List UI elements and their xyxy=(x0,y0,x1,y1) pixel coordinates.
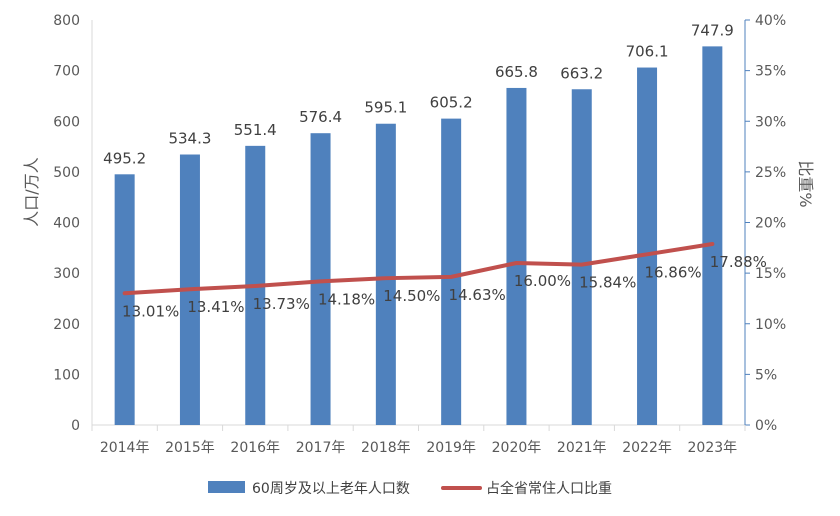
right-tick-label: 35% xyxy=(755,64,786,80)
bar xyxy=(702,46,723,426)
bar-value-label: 747.9 xyxy=(691,21,734,39)
line-value-label: 15.84% xyxy=(579,274,636,292)
right-tick-label: 10% xyxy=(755,317,786,333)
bar xyxy=(506,87,527,425)
left-tick-label: 400 xyxy=(53,216,80,232)
labels-group: 495.2 534.3 551.4 576.4 595.1 605.2 665.8 663.2… xyxy=(103,21,767,320)
right-tick-label: 15% xyxy=(755,266,786,282)
plot-area: 0 100 200 300 400 500 600 700 800 0% 5% 10% 15% 20% 25… xyxy=(53,13,786,456)
line-value-label: 16.86% xyxy=(644,263,701,281)
x-tick-label: 2020年 xyxy=(492,440,542,456)
x-tick-label: 2014年 xyxy=(100,440,150,456)
bar-value-label: 534.3 xyxy=(168,130,211,148)
bar xyxy=(375,123,396,425)
bar xyxy=(571,89,592,425)
bar xyxy=(637,67,658,426)
bar-value-label: 706.1 xyxy=(626,43,669,61)
bar-value-label: 495.2 xyxy=(103,149,146,167)
left-tick-label: 0 xyxy=(71,418,80,434)
right-tick-label: 30% xyxy=(755,114,786,130)
line-value-label: 14.18% xyxy=(318,290,375,308)
bar xyxy=(441,118,462,426)
x-tick-label: 2022年 xyxy=(622,440,672,456)
x-tick-label: 2017年 xyxy=(296,440,346,456)
left-tick-label: 600 xyxy=(53,114,80,130)
bar-value-label: 605.2 xyxy=(430,94,473,112)
line-value-label: 13.01% xyxy=(122,302,179,320)
left-tick-label: 500 xyxy=(53,165,80,181)
right-tick-label: 0% xyxy=(755,418,777,434)
line-value-label: 13.41% xyxy=(187,298,244,316)
x-tick-label: 2018年 xyxy=(361,440,411,456)
bar xyxy=(114,174,135,425)
left-tick-label: 100 xyxy=(53,367,80,383)
right-tick-label: 25% xyxy=(755,165,786,181)
bar-value-label: 663.2 xyxy=(560,64,603,82)
line-value-label: 16.00% xyxy=(514,272,571,290)
line-series-path xyxy=(122,241,715,296)
left-tick-label: 200 xyxy=(53,317,80,333)
bar-value-label: 576.4 xyxy=(299,108,342,126)
legend-line-label: 占全省常住人口比重 xyxy=(486,480,612,497)
line-value-label: 14.63% xyxy=(449,286,506,304)
legend-bar-swatch xyxy=(208,481,245,493)
bar-value-label: 551.4 xyxy=(234,121,277,139)
bar xyxy=(310,133,331,425)
legend: 60周岁及以上老年人口数 占全省常住人口比重 xyxy=(208,480,612,497)
line-group xyxy=(122,241,715,296)
left-tick-label: 800 xyxy=(53,13,80,29)
bar-value-label: 665.8 xyxy=(495,63,538,81)
right-axis-title: 比重% xyxy=(796,160,815,207)
x-tick-label: 2023年 xyxy=(688,440,738,456)
left-axis-title: 人口/万人 xyxy=(22,157,41,226)
right-tick-label: 5% xyxy=(755,367,777,383)
x-tick-label: 2015年 xyxy=(165,440,215,456)
bars-group xyxy=(114,46,723,426)
bar-value-label: 595.1 xyxy=(364,99,407,117)
x-tick-label: 2019年 xyxy=(426,440,476,456)
legend-bar-label: 60周岁及以上老年人口数 xyxy=(252,481,410,497)
x-tick-label: 2016年 xyxy=(230,440,280,456)
line-value-label: 17.88% xyxy=(710,253,767,271)
right-tick-label: 20% xyxy=(755,216,786,232)
line-value-label: 14.50% xyxy=(383,287,440,305)
left-tick-label: 300 xyxy=(53,266,80,282)
tick-group: 0 100 200 300 400 500 600 700 800 0% 5% 10% 15% 20% 25… xyxy=(53,13,786,456)
line-value-label: 13.73% xyxy=(253,295,310,313)
left-tick-label: 700 xyxy=(53,64,80,80)
right-tick-label: 40% xyxy=(755,13,786,29)
x-tick-label: 2021年 xyxy=(557,440,607,456)
